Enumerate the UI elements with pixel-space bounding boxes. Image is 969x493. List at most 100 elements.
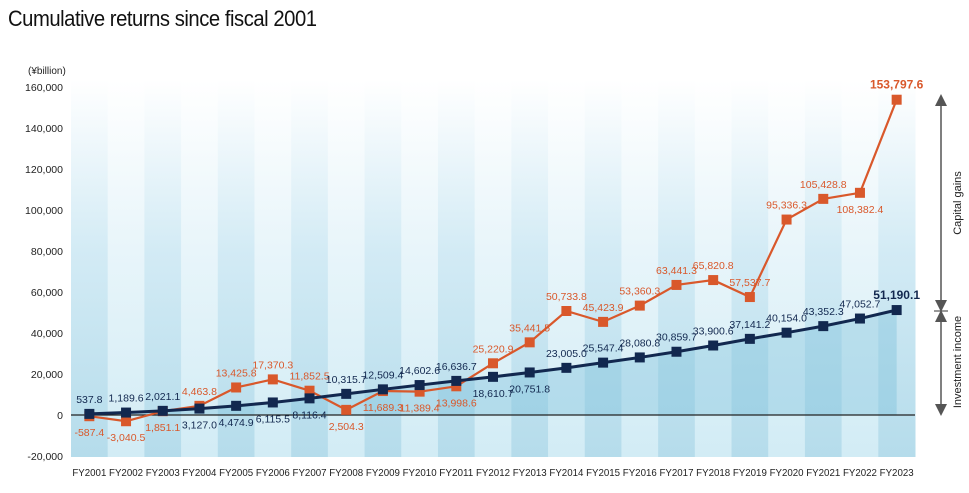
income-point (341, 388, 352, 399)
income-data-label: 3,127.0 (182, 420, 217, 432)
chart-title: Cumulative returns since fiscal 2001 (8, 6, 317, 31)
total-data-label: 45,423.9 (583, 302, 624, 314)
income-point (451, 375, 462, 386)
y-tick-label: 160,000 (25, 82, 63, 94)
income-data-label: 6,115.5 (256, 413, 290, 425)
income-data-label: 18,610.7 (473, 388, 514, 400)
y-tick-label: 40,000 (31, 328, 63, 340)
column-band (768, 80, 806, 457)
column-band (621, 80, 659, 457)
income-point (267, 397, 278, 408)
total-data-label: 13,425.8 (216, 367, 257, 379)
column-band (474, 80, 512, 457)
total-point (891, 94, 902, 105)
total-data-label: 63,441.3 (656, 265, 697, 277)
income-data-label: 30,859.7 (656, 332, 697, 344)
column-band (254, 80, 292, 457)
income-data-label: 33,900.6 (693, 326, 734, 338)
total-data-label: 1,851.1 (145, 422, 180, 434)
total-data-label: 65,820.8 (693, 260, 734, 272)
total-point (854, 187, 865, 198)
total-data-label: -3,040.5 (107, 432, 146, 444)
income-point (414, 380, 425, 391)
x-tick-label: FY2007 (293, 467, 327, 479)
total-point (671, 279, 682, 290)
income-point (121, 407, 132, 418)
income-point (598, 357, 609, 368)
income-data-label: 47,052.7 (840, 299, 881, 311)
income-data-label: 25,547.4 (583, 343, 624, 355)
y-tick-label: 120,000 (25, 164, 63, 176)
total-data-label: 11,389.4 (400, 403, 440, 415)
column-band (841, 80, 879, 457)
income-point (818, 321, 829, 332)
x-tick-label: FY2001 (72, 467, 106, 479)
total-data-label: 108,382.4 (837, 204, 884, 216)
income-data-label: 43,352.3 (803, 306, 844, 318)
total-point (708, 275, 719, 286)
x-tick-label: FY2021 (806, 467, 840, 479)
column-band (181, 80, 219, 457)
income-data-label: 16,636.7 (436, 361, 477, 373)
x-tick-label: FY2023 (880, 467, 914, 479)
column-band (584, 80, 622, 457)
income-point (231, 400, 242, 411)
income-data-label: 1,189.6 (109, 393, 144, 405)
total-point (561, 305, 572, 316)
x-tick-label: FY2018 (696, 467, 730, 479)
x-tick-label: FY2005 (219, 467, 253, 479)
total-data-label: 53,360.3 (619, 286, 660, 298)
income-point (854, 313, 865, 324)
x-tick-label: FY2014 (549, 467, 583, 479)
legend-brackets: Capital gains Investment income (934, 94, 964, 416)
total-data-label: 153,797.6 (870, 78, 924, 92)
column-band (658, 80, 696, 457)
total-point (598, 316, 609, 327)
x-tick-label: FY2012 (476, 467, 510, 479)
income-data-label: 14,602.6 (399, 365, 440, 377)
income-data-label: 2,021.1 (145, 391, 180, 403)
y-tick-label: 20,000 (31, 369, 63, 381)
income-data-label: 20,751.8 (509, 383, 550, 395)
income-data-label: 23,005.0 (546, 348, 587, 360)
x-tick-label: FY2008 (329, 467, 363, 479)
y-tick-label: 100,000 (25, 205, 63, 217)
income-point (377, 384, 388, 395)
total-point (231, 382, 242, 393)
x-tick-label: FY2002 (109, 467, 143, 479)
income-data-label: 40,154.0 (766, 313, 807, 325)
y-tick-label: -20,000 (27, 451, 63, 463)
total-data-label: 57,537.7 (729, 277, 770, 289)
total-data-label: 2,504.3 (329, 421, 364, 433)
income-data-label: 51,190.1 (873, 288, 920, 302)
income-point (891, 305, 902, 316)
total-data-label: 17,370.3 (252, 359, 293, 371)
income-point (671, 346, 682, 357)
total-point (121, 416, 132, 427)
total-point (341, 404, 352, 415)
y-tick-label: 0 (57, 410, 63, 422)
total-point (488, 358, 498, 369)
total-point (744, 292, 755, 303)
income-data-label: 4,474.9 (219, 417, 254, 429)
column-band (107, 80, 145, 457)
income-point (524, 367, 535, 378)
total-data-label: 11,852.5 (289, 371, 329, 383)
total-point (781, 214, 792, 225)
column-band (144, 80, 182, 457)
x-tick-label: FY2022 (843, 467, 877, 479)
income-point (634, 352, 645, 363)
total-data-label: 11,689.3 (363, 402, 403, 414)
x-tick-label: FY2019 (733, 467, 767, 479)
total-point (524, 337, 535, 348)
income-data-label: 537.8 (76, 394, 102, 406)
column-band (437, 80, 476, 457)
income-data-label: 8,116.4 (292, 409, 326, 421)
y-tick-label: 80,000 (31, 246, 63, 258)
total-point (414, 386, 425, 397)
total-data-label: 35,441.5 (509, 322, 550, 334)
x-tick-label: FY2017 (659, 467, 693, 479)
x-tick-label: FY2015 (586, 467, 620, 479)
total-point (451, 381, 462, 392)
income-point (157, 405, 168, 416)
